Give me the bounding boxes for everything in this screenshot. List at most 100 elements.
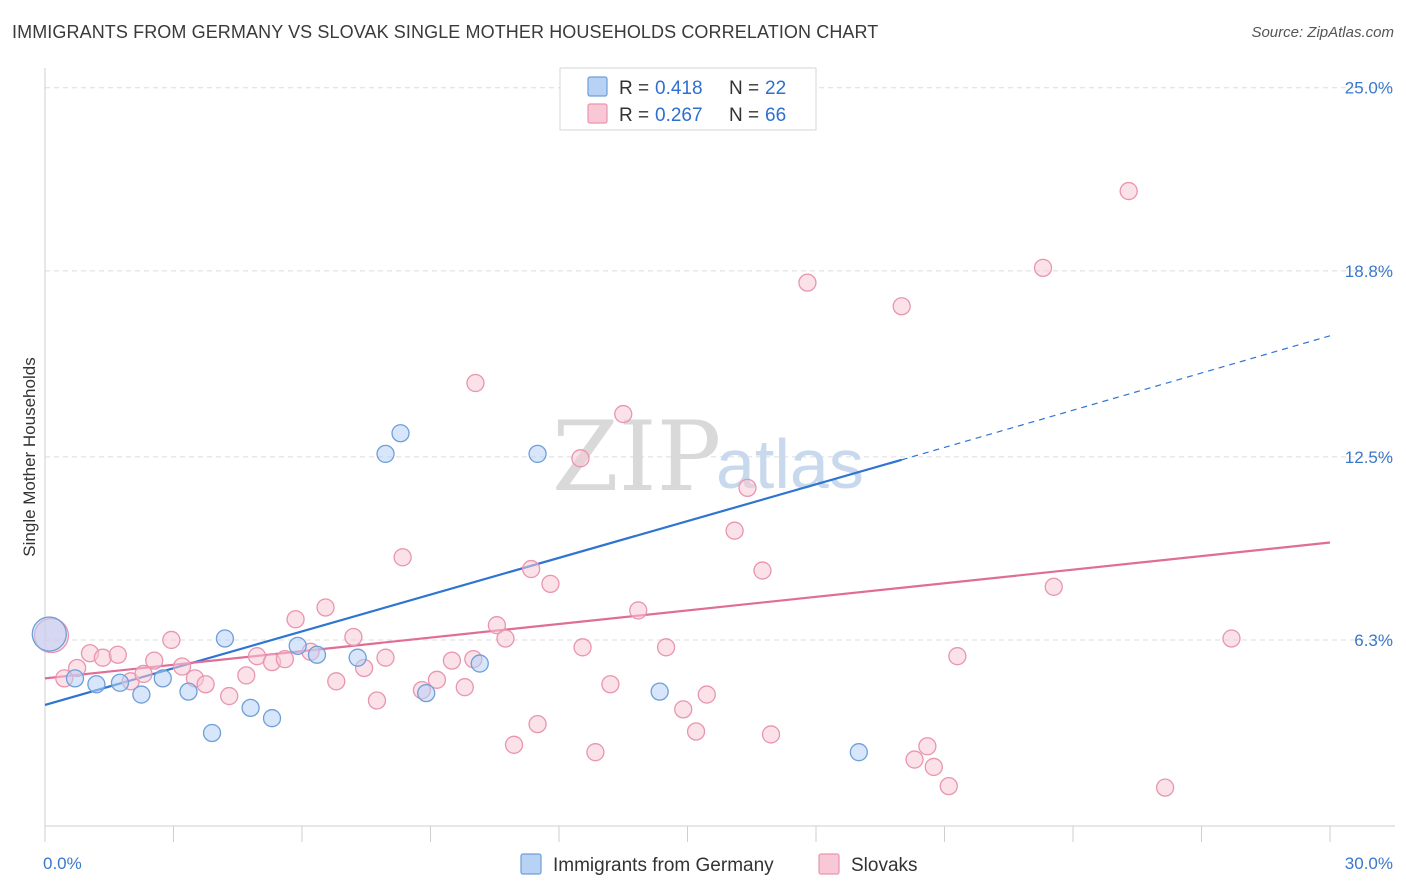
legend-r-value-germany: 0.418 bbox=[655, 78, 703, 99]
germany-point bbox=[307, 645, 327, 664]
slovak-point bbox=[504, 735, 524, 754]
slovak-point bbox=[275, 649, 295, 669]
series-legend-swatch-germany bbox=[520, 853, 542, 875]
germany-point bbox=[202, 723, 222, 743]
slovak-point bbox=[496, 629, 515, 648]
germany-point bbox=[288, 636, 307, 656]
germany-point bbox=[87, 675, 106, 694]
germany-trend-extension bbox=[901, 335, 1331, 461]
slovak-point bbox=[761, 725, 781, 744]
germany-point bbox=[110, 673, 130, 692]
germany-point bbox=[417, 683, 436, 703]
slovak-point bbox=[918, 737, 937, 756]
data-points bbox=[31, 78, 1241, 797]
slovak-point bbox=[674, 700, 693, 719]
slovak-point bbox=[237, 666, 256, 685]
legend-r-label-germany: R = bbox=[619, 78, 649, 99]
slovak-point bbox=[586, 743, 605, 762]
series-legend-swatch-slovaks bbox=[818, 853, 840, 875]
germany-point bbox=[241, 698, 260, 718]
germany-point bbox=[153, 669, 172, 688]
germany-point bbox=[650, 682, 669, 701]
slovak-point bbox=[948, 647, 967, 666]
slovak-point bbox=[614, 404, 633, 424]
x-tick-label: 0.0% bbox=[43, 854, 82, 873]
slovak-point bbox=[905, 750, 924, 769]
slovak-point bbox=[753, 561, 772, 580]
slovak-point bbox=[528, 714, 547, 734]
series-legend-label-germany: Immigrants from Germany bbox=[553, 855, 774, 876]
germany-point bbox=[348, 648, 367, 667]
x-tick-labels: 0.0% 30.0% bbox=[43, 854, 1393, 873]
slovak-point bbox=[1119, 181, 1138, 201]
slovak-point bbox=[686, 722, 706, 741]
slovak-point bbox=[1222, 629, 1241, 648]
slovak-point bbox=[162, 630, 181, 650]
legend-r-value-slovaks: 0.267 bbox=[655, 105, 703, 126]
slovak-point bbox=[573, 638, 592, 657]
germany-point bbox=[215, 629, 235, 648]
slovak-point bbox=[1033, 258, 1053, 278]
legend-r-label-slovaks: R = bbox=[619, 105, 649, 126]
slovak-point bbox=[220, 686, 239, 706]
slovak-point bbox=[286, 610, 305, 629]
y-tick-label: 12.5% bbox=[1345, 448, 1393, 467]
x-tick-label: 30.0% bbox=[1345, 854, 1393, 873]
slovak-point bbox=[601, 675, 620, 694]
series-legend: Immigrants from Germany Slovaks bbox=[520, 853, 918, 876]
slovak-point bbox=[134, 664, 153, 684]
legend-n-value-germany: 22 bbox=[765, 78, 786, 99]
y-tick-label: 25.0% bbox=[1345, 79, 1393, 98]
slovak-point bbox=[697, 685, 716, 704]
germany-point bbox=[391, 424, 410, 443]
watermark: ZIP atlas bbox=[552, 401, 864, 513]
slovak-point bbox=[725, 521, 744, 540]
slovak-point bbox=[455, 678, 474, 697]
slovak-point bbox=[145, 651, 164, 670]
legend-swatch-germany bbox=[587, 76, 608, 97]
slovak-point bbox=[892, 297, 911, 316]
series-legend-label-slovaks: Slovaks bbox=[851, 855, 918, 876]
y-tick-label: 18.8% bbox=[1345, 262, 1393, 281]
germany-point bbox=[31, 616, 67, 652]
slovak-point bbox=[344, 627, 363, 647]
slovak-point bbox=[393, 548, 412, 567]
slovak-point bbox=[367, 691, 387, 710]
slovak-point bbox=[522, 559, 541, 579]
slovak-point bbox=[629, 601, 648, 620]
slovak-point bbox=[108, 645, 127, 664]
slovak-point bbox=[172, 657, 192, 676]
slovak-point bbox=[316, 598, 335, 617]
y-tick-labels: 6.3% 12.5% 18.8% 25.0% bbox=[1345, 79, 1393, 650]
germany-point bbox=[65, 669, 85, 688]
slovak-point bbox=[798, 273, 817, 292]
slovak-trend-line bbox=[44, 541, 1331, 680]
germany-point bbox=[179, 682, 198, 701]
germany-point bbox=[849, 743, 868, 762]
slovak-point bbox=[656, 638, 676, 657]
y-axis-label: Single Mother Households bbox=[20, 357, 39, 556]
slovak-point bbox=[924, 757, 943, 777]
legend-swatch-slovaks bbox=[587, 103, 608, 124]
slovak-point bbox=[571, 449, 590, 468]
chart-title: IMMIGRANTS FROM GERMANY VS SLOVAK SINGLE… bbox=[12, 22, 879, 42]
germany-point bbox=[262, 709, 282, 728]
slovak-point bbox=[1044, 577, 1063, 596]
y-tick-label: 6.3% bbox=[1354, 631, 1393, 650]
legend-n-label-slovaks: N = bbox=[729, 105, 759, 126]
slovak-point bbox=[487, 616, 507, 635]
slovak-point bbox=[939, 776, 958, 796]
slovak-point bbox=[93, 648, 112, 667]
germany-point bbox=[132, 685, 151, 704]
correlation-legend: R = 0.418 N = 22 R = 0.267 N = 66 bbox=[559, 67, 817, 131]
trend-lines bbox=[44, 335, 1331, 706]
slovak-point bbox=[541, 574, 560, 593]
slovak-point bbox=[196, 675, 215, 694]
legend-n-label-germany: N = bbox=[729, 78, 759, 99]
slovak-point bbox=[376, 648, 395, 667]
slovak-point bbox=[1155, 778, 1175, 797]
legend-n-value-slovaks: 66 bbox=[765, 105, 786, 126]
slovak-point bbox=[427, 670, 447, 689]
germany-point bbox=[470, 654, 489, 673]
